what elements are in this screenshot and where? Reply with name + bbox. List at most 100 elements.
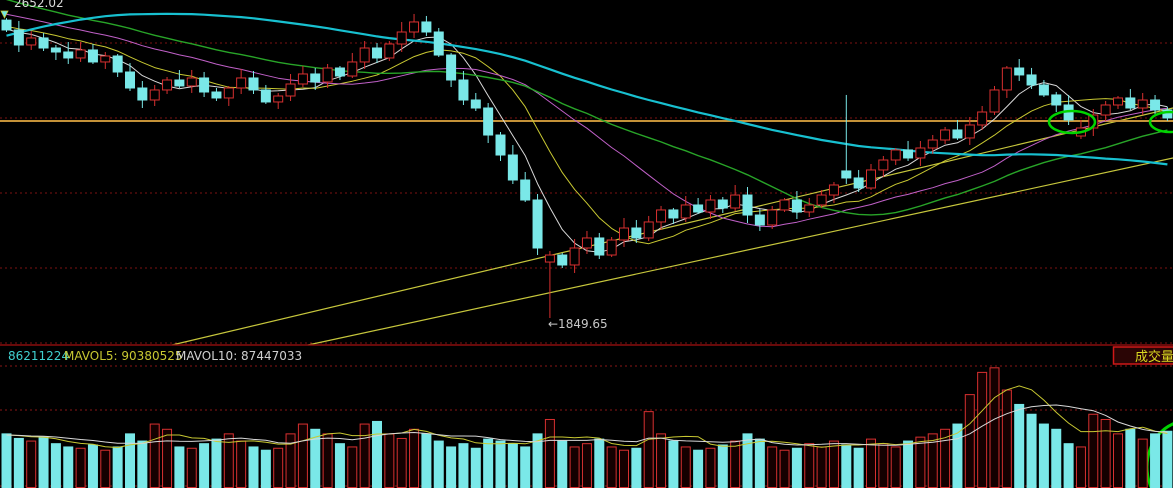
candle-body	[927, 139, 938, 149]
volume-bar	[38, 436, 49, 488]
candle	[952, 119, 963, 140]
candle-body	[384, 43, 395, 59]
candle-body	[754, 214, 765, 226]
candle	[804, 197, 815, 217]
volume-bar	[334, 443, 345, 488]
candle-body	[137, 87, 148, 101]
ma-line-MA30	[6, 0, 1168, 216]
candle-body	[977, 111, 988, 126]
candle-body	[38, 37, 49, 49]
candle-body	[162, 79, 173, 91]
candle-body	[952, 129, 963, 139]
volume-pane-label-box[interactable]	[1112, 346, 1173, 365]
volume-bar	[915, 436, 926, 488]
candle-body	[87, 49, 98, 63]
candle	[137, 81, 148, 108]
volume-bar	[1137, 438, 1148, 488]
volume-bar	[816, 446, 827, 488]
candle	[211, 88, 222, 101]
candle	[470, 93, 481, 111]
candle-body	[1014, 67, 1025, 76]
volume-bar	[470, 447, 481, 488]
candle	[63, 42, 74, 64]
candle	[520, 172, 531, 202]
ma-line-MA20	[6, 13, 1168, 228]
candle	[1162, 106, 1173, 121]
candle	[1014, 59, 1025, 81]
mavol5-readout: MAVOL5: 90380525	[64, 349, 183, 363]
candle	[1100, 100, 1111, 122]
candle-body	[507, 154, 518, 181]
candle	[13, 20, 24, 52]
candle-body	[693, 204, 704, 213]
volume-bar	[50, 443, 61, 488]
volume-bar	[87, 444, 98, 488]
volume-bar	[1038, 423, 1049, 488]
volume-bars	[1, 367, 1173, 488]
candle-body	[470, 99, 481, 109]
candle	[569, 239, 580, 273]
candle	[1137, 93, 1148, 115]
volume-bar	[162, 428, 173, 488]
candle-body	[372, 47, 382, 59]
candle-body	[705, 199, 716, 213]
volume-bar	[1, 433, 12, 488]
volume-bar	[717, 444, 728, 488]
volume-bar	[421, 433, 432, 488]
candle-body	[334, 67, 345, 77]
candle-body	[791, 199, 802, 213]
volume-current-value: 86211224	[8, 349, 69, 363]
candle-body	[915, 147, 926, 159]
candle	[421, 15, 432, 36]
main-pane-grid	[0, 42, 1173, 344]
candle-body	[1038, 84, 1049, 96]
volume-bar	[544, 418, 555, 488]
candle	[668, 207, 679, 224]
volume-bar	[866, 438, 876, 488]
mavol-line-10	[6, 404, 1168, 446]
candle-body	[619, 227, 629, 241]
candle-body	[606, 239, 617, 256]
candle	[347, 52, 358, 78]
candle	[199, 71, 210, 97]
candle-body	[717, 199, 728, 209]
candle-body	[199, 77, 210, 93]
candle	[853, 169, 864, 192]
volume-bar	[791, 447, 802, 488]
candle	[248, 70, 259, 94]
volume-bar	[112, 446, 123, 488]
candle-body	[26, 37, 37, 46]
candle	[384, 41, 395, 61]
trend-lines	[171, 107, 1173, 346]
candle-body	[483, 107, 494, 136]
candle-body	[594, 237, 605, 256]
candle	[680, 195, 691, 222]
volume-bar	[483, 438, 494, 488]
volume-bar	[754, 438, 765, 488]
candle-body	[581, 237, 592, 249]
volume-bar	[433, 440, 444, 488]
candle	[125, 63, 135, 91]
volume-pane-label[interactable]: 成交量	[1135, 349, 1173, 365]
candle	[594, 232, 605, 260]
candle	[174, 70, 185, 88]
candle	[791, 191, 802, 219]
candle	[186, 69, 197, 93]
candle-body	[656, 209, 667, 223]
candle-body	[223, 87, 234, 99]
candle-body	[322, 67, 333, 83]
volume-bar	[186, 447, 197, 488]
candle	[915, 141, 926, 166]
volume-bar	[211, 438, 222, 488]
candle-body	[495, 134, 506, 156]
volume-bar	[693, 449, 704, 488]
volume-bar	[903, 440, 914, 488]
candle	[162, 77, 173, 94]
candle	[273, 93, 284, 109]
candle	[544, 251, 555, 318]
candle-body	[186, 77, 197, 87]
volume-bar	[1001, 389, 1012, 488]
volume-bar	[260, 449, 271, 488]
ma-lines	[6, 0, 1168, 253]
